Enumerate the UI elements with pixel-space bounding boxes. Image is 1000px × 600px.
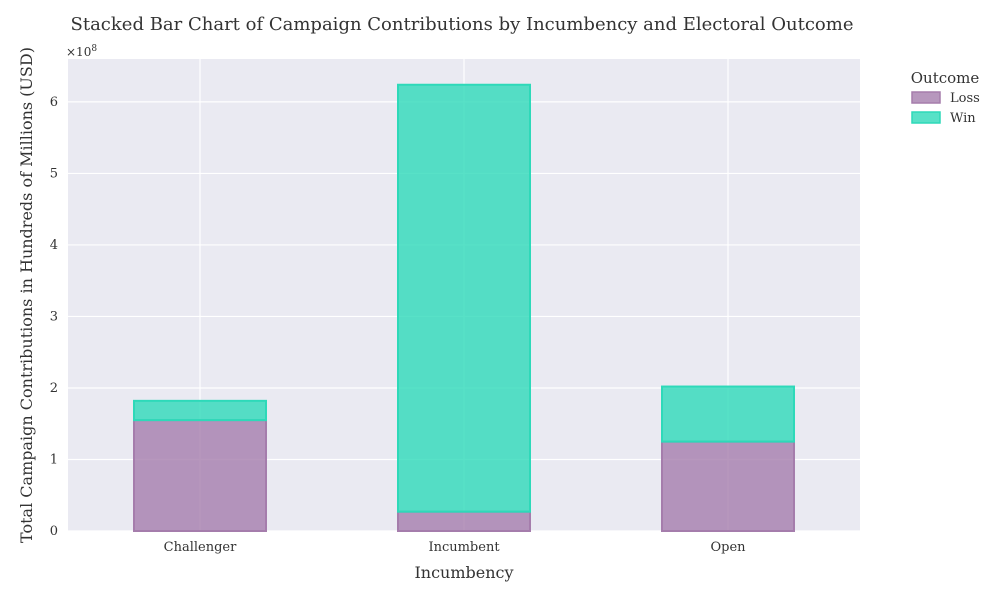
y-tick-label: 3: [50, 309, 58, 324]
y-tick-label: 0: [50, 524, 58, 539]
bar-loss-challenger: [133, 419, 267, 533]
chart-title: Stacked Bar Chart of Campaign Contributi…: [71, 14, 854, 35]
y-tick-label: 4: [50, 238, 58, 253]
y-tick-label: 5: [50, 166, 58, 181]
legend-label-win: Win: [950, 111, 976, 126]
x-tick-label: Open: [710, 540, 746, 555]
y-tick-label: 2: [50, 381, 58, 396]
legend-title: Outcome: [911, 69, 980, 87]
bar-win-challenger: [133, 399, 267, 422]
bar-loss-incumbent: [397, 510, 531, 533]
x-axis-label: Incumbency: [414, 563, 513, 582]
y-tick-label: 6: [50, 95, 58, 110]
bar-loss-open: [661, 440, 795, 532]
x-axis-ticks: Challenger Incumbent Open: [164, 540, 746, 555]
bar-win-open: [661, 385, 795, 443]
x-tick-label: Challenger: [164, 540, 237, 555]
y-axis-label: Total Campaign Contributions in Hundreds…: [17, 47, 36, 543]
legend-swatch-win: [911, 111, 941, 124]
y-axis-ticks: 0 1 2 3 4 5 6: [50, 95, 58, 539]
bar-win-incumbent: [397, 83, 531, 513]
x-tick-label: Incumbent: [428, 540, 500, 555]
y-tick-label: 1: [50, 452, 58, 467]
bars: [133, 83, 795, 533]
legend-swatch-loss: [911, 91, 941, 104]
legend: Outcome Loss Win: [911, 69, 980, 126]
y-axis-multiplier: ×108: [66, 44, 97, 59]
legend-label-loss: Loss: [950, 91, 980, 106]
